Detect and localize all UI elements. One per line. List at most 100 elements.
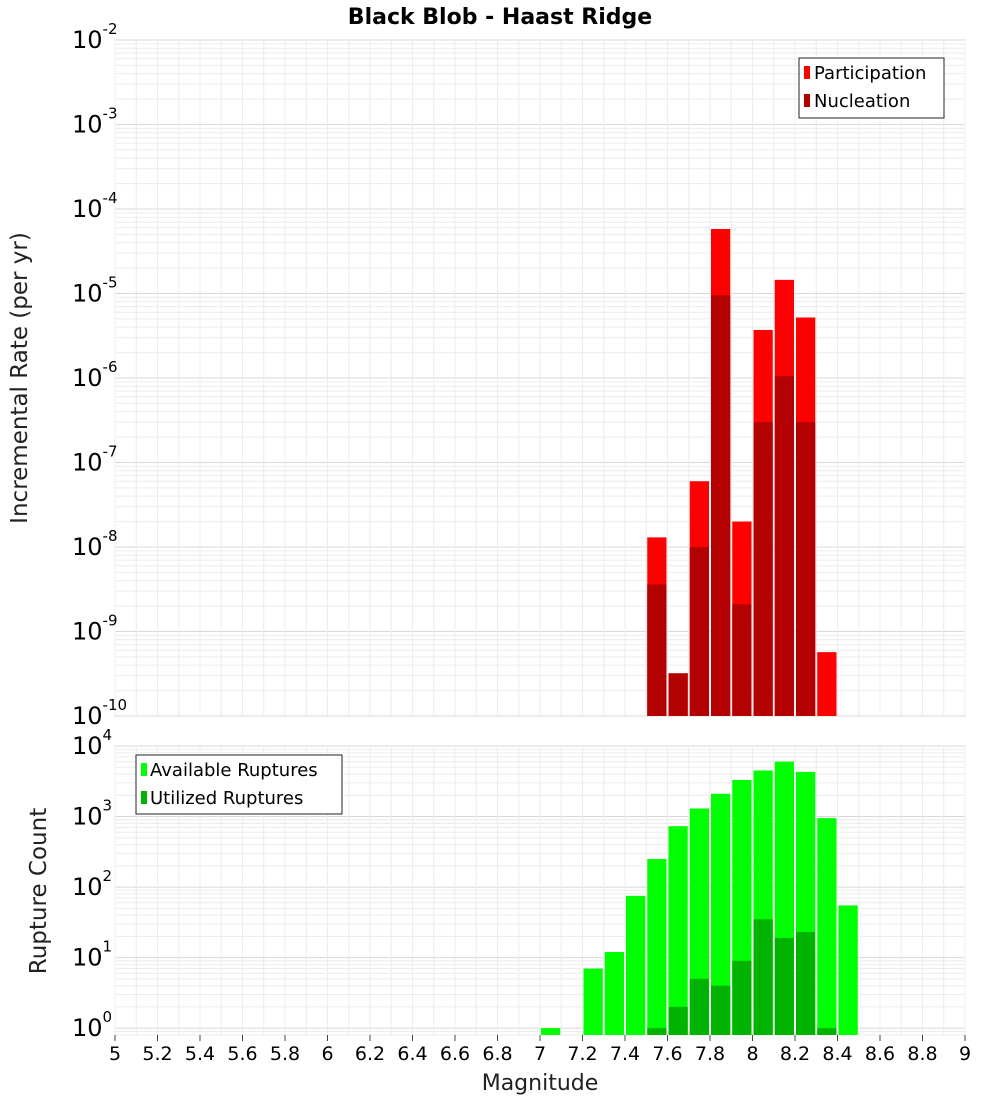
x-tick-label: 8.4 [822, 1043, 852, 1065]
utilized-bar [647, 1028, 667, 1035]
top-y-tick-label: 10-7 [72, 443, 118, 477]
bottom-y-tick-exponent: 2 [103, 867, 113, 885]
utilized-legend-swatch [141, 791, 147, 804]
bottom-y-tick-exponent: 4 [103, 726, 113, 744]
top-bars [647, 228, 837, 716]
nucleation-legend-swatch [804, 94, 810, 107]
participation-legend-label: Participation [814, 63, 926, 84]
x-tick-label: 7.6 [652, 1043, 682, 1065]
top-y-tick-exponent: -9 [103, 612, 118, 630]
top-y-tick-exponent: -6 [103, 358, 118, 376]
x-tick-label: 5 [109, 1043, 121, 1065]
available-bar [817, 818, 837, 1035]
available-bar [604, 952, 624, 1035]
utilized-bar [753, 919, 773, 1035]
top-legend: Participation Nucleation [798, 57, 945, 119]
available-legend-label: Available Ruptures [150, 760, 318, 781]
bottom-y-tick-label: 100 [72, 1008, 112, 1042]
bottom-y-tick-label: 103 [72, 797, 112, 831]
nucleation-bar [647, 584, 667, 716]
utilized-legend-label: Utilized Ruptures [150, 788, 303, 809]
top-y-tick-exponent: -2 [103, 20, 118, 38]
top-y-tick-label: 10-2 [72, 20, 118, 54]
x-tick-label: 8.8 [907, 1043, 937, 1065]
utilized-bar [817, 1028, 837, 1035]
top-y-tick-exponent: -4 [103, 189, 118, 207]
nucleation-bar [711, 295, 731, 716]
x-tick-label: 6.4 [397, 1043, 427, 1065]
top-y-tick-exponent: -7 [103, 443, 118, 461]
available-bar [626, 895, 646, 1035]
bottom-y-axis-label: Rupture Count [26, 808, 52, 974]
utilized-bar [711, 985, 731, 1035]
x-tick-label: 6 [321, 1043, 333, 1065]
x-tick-label: 8.6 [865, 1043, 895, 1065]
x-tick-label: 7 [534, 1043, 546, 1065]
bottom-bars [541, 761, 858, 1035]
available-bar [838, 905, 858, 1035]
top-legend-box [798, 57, 945, 119]
utilized-bar [732, 960, 752, 1035]
nucleation-bar [774, 376, 794, 716]
participation-bar [817, 652, 837, 716]
x-tick-label: 5.8 [270, 1043, 300, 1065]
top-y-tick-label: 10-3 [72, 105, 118, 139]
chart-title: Black Blob - Haast Ridge [348, 5, 652, 30]
bottom-y-tick-exponent: 0 [103, 1008, 113, 1026]
bottom-y-tick-exponent: 1 [103, 938, 113, 956]
available-bar [541, 1028, 561, 1035]
x-tick-label: 7.4 [610, 1043, 640, 1065]
top-grid [114, 39, 966, 717]
x-ticks: 5 5.2 5.4 5.6 5.8 6 6.2 6.4 6.6 6.8 7 7.2 7.4 7.6 7.8 8… [109, 1035, 971, 1065]
participation-legend-swatch [804, 66, 810, 79]
available-bar [668, 826, 688, 1035]
x-tick-label: 5.6 [227, 1043, 257, 1065]
available-bar [689, 808, 709, 1035]
top-y-tick-exponent: -5 [103, 274, 118, 292]
top-y-tick-exponent: -8 [103, 527, 118, 545]
top-y-tick-label: 10-6 [72, 358, 118, 392]
bottom-y-tick-label: 101 [72, 938, 112, 972]
utilized-bar [689, 978, 709, 1035]
x-tick-label: 8.2 [780, 1043, 810, 1065]
top-y-tick-label: 10-8 [72, 527, 118, 561]
nucleation-bar [732, 604, 752, 716]
bottom-y-tick-exponent: 3 [103, 797, 113, 815]
bottom-y-tick-label: 102 [72, 867, 112, 901]
nucleation-bar [668, 673, 688, 716]
x-tick-label: 5.2 [142, 1043, 172, 1065]
x-axis-label: Magnitude [482, 1071, 599, 1096]
nucleation-legend-label: Nucleation [814, 91, 910, 112]
x-tick-label: 6.6 [440, 1043, 470, 1065]
available-legend-swatch [141, 763, 147, 776]
x-tick-label: 7.8 [695, 1043, 725, 1065]
x-tick-label: 9 [959, 1043, 971, 1065]
top-y-tick-label: 10-4 [72, 189, 118, 223]
nucleation-bar [689, 547, 709, 716]
available-bar [711, 793, 731, 1035]
available-bar [583, 968, 603, 1035]
x-tick-label: 6.8 [482, 1043, 512, 1065]
x-tick-label: 7.2 [567, 1043, 597, 1065]
x-tick-label: 6.2 [355, 1043, 385, 1065]
top-y-tick-label: 10-10 [72, 696, 127, 730]
top-y-tick-label: 10-5 [72, 274, 118, 308]
available-bar [647, 859, 667, 1035]
bottom-y-tick-label: 104 [72, 726, 112, 760]
top-y-axis-label: Incremental Rate (per yr) [7, 232, 33, 524]
top-y-tick-label: 10-9 [72, 612, 118, 646]
utilized-bar [668, 1006, 688, 1035]
bottom-legend: Available Ruptures Utilized Ruptures [135, 754, 343, 815]
bottom-legend-box [135, 754, 343, 815]
x-tick-label: 5.4 [185, 1043, 215, 1065]
nucleation-bar [796, 422, 816, 716]
top-y-tick-exponent: -10 [103, 696, 128, 714]
x-tick-label: 8 [746, 1043, 758, 1065]
top-y-tick-exponent: -3 [103, 105, 118, 123]
utilized-bar [774, 937, 794, 1035]
utilized-bar [796, 932, 816, 1035]
nucleation-bar [753, 422, 773, 716]
